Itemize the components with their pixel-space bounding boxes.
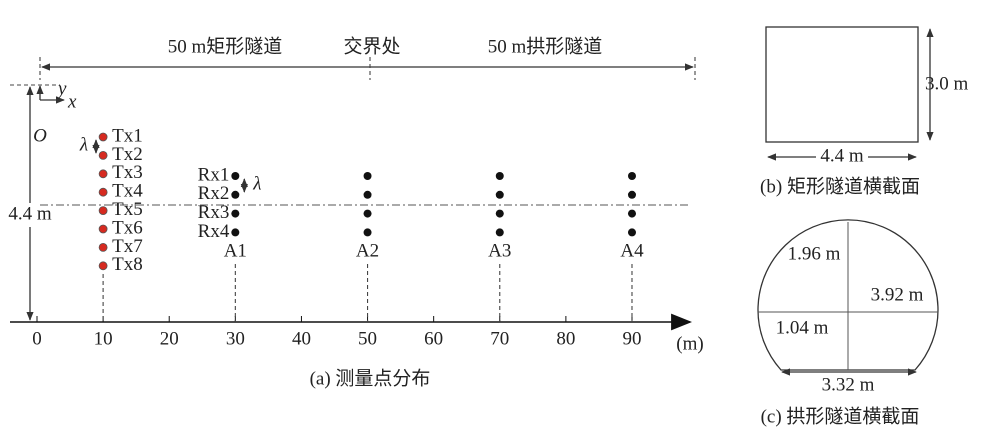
- x-tick-label: 50: [358, 328, 377, 349]
- width-label: 3.92 m: [871, 284, 924, 305]
- receiver: [495, 228, 504, 237]
- receiver: [495, 209, 504, 218]
- transmitter: [98, 150, 108, 160]
- transmitter: [98, 261, 108, 271]
- x-tick-label: 30: [226, 328, 245, 349]
- tx-label: Tx6: [112, 217, 143, 238]
- x-tick-label: 70: [490, 328, 509, 349]
- transmitter: [98, 169, 108, 179]
- receiver: [231, 209, 240, 218]
- x-tick-label: 10: [94, 328, 113, 349]
- transmitter: [98, 187, 108, 197]
- rect-section: [765, 26, 919, 143]
- receiver: [495, 190, 504, 199]
- rx-label: Rx4: [198, 221, 230, 242]
- rx-label: Rx1: [198, 164, 230, 185]
- rx-label: Rx2: [198, 183, 230, 204]
- tx-label: Tx1: [112, 125, 143, 146]
- receiver: [231, 228, 240, 237]
- x-tick-label: 90: [622, 328, 641, 349]
- height-label: 4.4 m: [8, 203, 52, 224]
- panel-a: 50 m矩形隧道 交界处 50 m拱形隧道 4.4 m y x O (m) (a…: [4, 35, 704, 389]
- receiver: [231, 172, 240, 180]
- x-tick-label: 0: [32, 328, 42, 349]
- receiver: [627, 228, 636, 237]
- bottom-height-label: 1.04 m: [776, 317, 829, 338]
- transmitter: [98, 242, 108, 252]
- origin-label: O: [33, 125, 47, 146]
- receiver: [231, 190, 240, 199]
- y-label: y: [56, 78, 67, 99]
- tx-label: Tx8: [112, 254, 143, 275]
- transmitter: [98, 224, 108, 234]
- position-label: A4: [620, 240, 644, 261]
- tx-label: Tx4: [112, 181, 143, 202]
- x-tick-label: 80: [556, 328, 575, 349]
- lambda-label: λ: [79, 134, 88, 155]
- arch-section: [757, 219, 939, 371]
- tx-label: Tx5: [112, 199, 143, 220]
- panel-b: 3.0 m 4.4 m (b) 矩形隧道横截面: [760, 26, 969, 197]
- rx-label: Rx3: [198, 202, 230, 223]
- label-bg: [816, 147, 868, 167]
- x-tick-label: 20: [160, 328, 179, 349]
- receiver: [627, 190, 636, 199]
- arch-tunnel-label: 50 m拱形隧道: [488, 35, 603, 57]
- unit-label: (m): [676, 333, 703, 354]
- x-label: x: [67, 91, 77, 112]
- tx-label: Tx3: [112, 162, 143, 183]
- transmitter: [98, 132, 108, 142]
- transmitter: [98, 206, 108, 216]
- tx-label: Tx2: [112, 144, 143, 165]
- caption: (b) 矩形隧道横截面: [760, 175, 920, 197]
- rect-tunnel-label: 50 m矩形隧道: [168, 35, 283, 57]
- lambda-label: λ: [252, 173, 261, 194]
- width-label: 4.4 m: [820, 145, 864, 166]
- receiver: [363, 190, 372, 199]
- caption: (c) 拱形隧道横截面: [761, 405, 920, 427]
- x-tick-label: 60: [424, 328, 443, 349]
- receiver: [495, 172, 504, 180]
- position-label: A3: [488, 240, 511, 261]
- base-label: 3.32 m: [822, 374, 875, 395]
- position-label: A1: [224, 240, 247, 261]
- receiver: [627, 209, 636, 218]
- junction-label: 交界处: [343, 35, 400, 57]
- receiver: [363, 172, 372, 180]
- receiver: [627, 172, 636, 180]
- caption: (a) 测量点分布: [310, 367, 431, 389]
- tx-label: Tx7: [112, 236, 143, 257]
- height-label: 3.0 m: [925, 73, 969, 94]
- receiver: [363, 228, 372, 237]
- receiver: [363, 209, 372, 218]
- top-height-label: 1.96 m: [788, 243, 841, 264]
- label-bg: [4, 203, 56, 227]
- x-tick-label: 40: [292, 328, 311, 349]
- panel-c: 1.96 m 3.92 m 1.04 m 3.32 m (c) 拱形隧道横截面: [757, 219, 939, 427]
- position-label: A2: [356, 240, 379, 261]
